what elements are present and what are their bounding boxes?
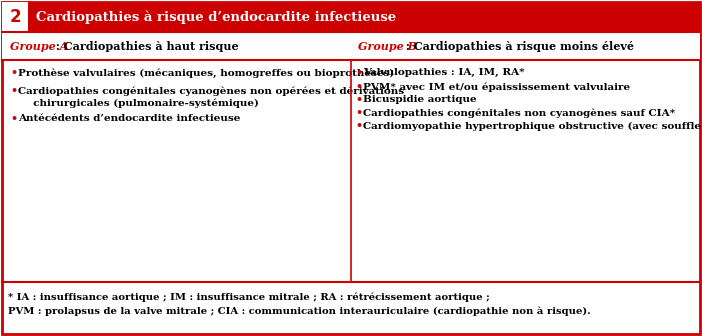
Text: 2: 2 <box>9 8 21 26</box>
Text: •: • <box>10 68 17 78</box>
Text: PVM : prolapsus de la valve mitrale ; CIA : communication interauriculaire (card: PVM : prolapsus de la valve mitrale ; CI… <box>8 306 591 316</box>
Text: Prothèse valvulaires (mécaniques, homogreffes ou bioprothèses): Prothèse valvulaires (mécaniques, homogr… <box>18 68 395 78</box>
Text: : Cardiopathies à risque moins élevé: : Cardiopathies à risque moins élevé <box>402 41 634 51</box>
Text: •: • <box>10 114 17 124</box>
Bar <box>2 2 28 32</box>
Text: •: • <box>355 95 362 105</box>
Text: Cardiopathies congénitales non cyanogènes sauf CIA*: Cardiopathies congénitales non cyanogène… <box>363 108 675 118</box>
Text: : Cardiopathies à haut risque: : Cardiopathies à haut risque <box>52 41 239 51</box>
Text: Groupe A: Groupe A <box>10 41 68 51</box>
Text: Cardiomyopathie hypertrophique obstructive (avec souffle à l’auscultation): Cardiomyopathie hypertrophique obstructi… <box>363 121 702 130</box>
Text: Cardiopathies à risque d’endocardite infectieuse: Cardiopathies à risque d’endocardite inf… <box>36 10 396 24</box>
Bar <box>2 2 700 32</box>
Text: chirurgicales (pulmonaire-systémique): chirurgicales (pulmonaire-systémique) <box>26 98 259 108</box>
Text: •: • <box>355 108 362 118</box>
Text: •: • <box>355 68 362 78</box>
Text: Valvulopathies : IA, IM, RA*: Valvulopathies : IA, IM, RA* <box>363 68 524 77</box>
Text: Cardiopathies congénitales cyanogènes non opérées et dérivations: Cardiopathies congénitales cyanogènes no… <box>18 86 404 95</box>
Text: Antécédents d’endocardite infectieuse: Antécédents d’endocardite infectieuse <box>18 114 240 123</box>
Text: Bicuspidie aortique: Bicuspidie aortique <box>363 95 477 104</box>
Bar <box>2 32 700 60</box>
Text: •: • <box>355 121 362 131</box>
Text: •: • <box>355 82 362 92</box>
Text: PVM* avec IM et/ou épaississement valvulaire: PVM* avec IM et/ou épaississement valvul… <box>363 82 630 91</box>
Text: Groupe B: Groupe B <box>358 41 417 51</box>
Text: * IA : insuffisance aortique ; IM : insuffisance mitrale ; RA : rétrécissement a: * IA : insuffisance aortique ; IM : insu… <box>8 292 490 301</box>
Text: •: • <box>10 86 17 96</box>
